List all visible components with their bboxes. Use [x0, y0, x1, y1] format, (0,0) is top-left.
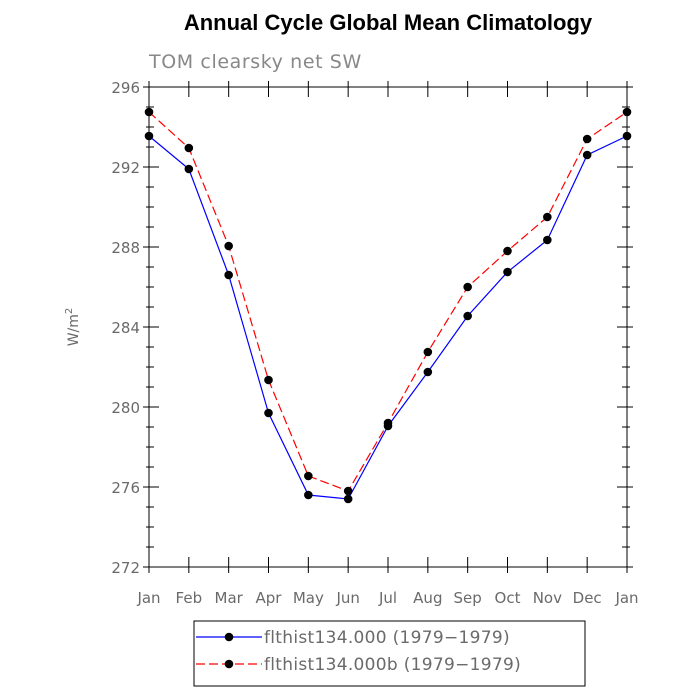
axis-ticks — [143, 81, 633, 573]
legend-items: flthist134.000 (1979−1979) flthist134.000… — [196, 628, 521, 675]
data-point-series-1 — [423, 367, 433, 377]
y-tick-label: 288 — [111, 239, 140, 257]
data-point-series-2 — [383, 418, 393, 428]
x-tick-label: Apr — [256, 589, 283, 607]
x-tick-label: Jan — [614, 589, 638, 607]
data-point-series-1 — [503, 267, 512, 277]
data-point-series-1 — [622, 131, 632, 141]
x-tick-label: Aug — [413, 589, 442, 607]
x-tick-label: Dec — [573, 589, 602, 607]
data-point-series-2 — [503, 246, 512, 256]
legend-label-2: flthist134.000b (1979−1979) — [264, 655, 521, 675]
data-point-series-1 — [304, 490, 313, 500]
data-point-series-2 — [304, 471, 313, 481]
plot-frame — [148, 86, 628, 568]
legend: flthist134.000 (1979−1979) flthist134.000… — [193, 620, 586, 687]
data-point-series-2 — [543, 212, 552, 222]
data-point-series-2 — [184, 143, 194, 153]
data-point-series-1 — [343, 494, 353, 504]
data-point-series-2 — [582, 134, 592, 144]
x-tick-label: Feb — [176, 589, 203, 607]
data-point-series-2 — [463, 282, 472, 292]
y-tick-labels: 272 276 280 284 288 292 296 — [111, 79, 140, 577]
data-point-series-1 — [463, 311, 472, 321]
legend-label-1: flthist134.000 (1979−1979) — [264, 628, 510, 648]
data-point-series-2 — [144, 107, 154, 117]
y-tick-label: 272 — [111, 559, 140, 577]
x-tick-label: Nov — [533, 589, 562, 607]
data-point-series-1 — [543, 235, 552, 245]
y-tick-label: 292 — [111, 159, 140, 177]
y-tick-label: 280 — [111, 399, 140, 417]
data-point-series-1 — [144, 131, 154, 141]
x-tick-label: Jul — [378, 589, 397, 607]
series-line-2 — [148, 111, 628, 492]
data-point-series-2 — [622, 107, 632, 117]
data-point-series-1 — [224, 270, 233, 280]
data-point-series-2 — [423, 347, 433, 357]
data-point-series-2 — [264, 375, 273, 385]
data-point-series-1 — [184, 164, 194, 174]
y-tick-label: 296 — [111, 79, 140, 97]
series-group — [144, 107, 632, 504]
legend-box — [193, 620, 586, 687]
data-point-series-2 — [224, 241, 233, 251]
x-tick-labels: Jan Feb Mar Apr May Jun Jul Aug Sep Oct Nov Dec Jan — [136, 589, 638, 607]
data-point-series-1 — [264, 408, 273, 418]
x-tick-label: May — [293, 589, 324, 607]
y-axis-label: W/m2 — [64, 308, 82, 347]
x-tick-label: Oct — [495, 589, 521, 607]
x-tick-label: Jun — [335, 589, 359, 607]
series-line-1 — [148, 135, 628, 500]
y-tick-label: 284 — [111, 319, 140, 337]
legend-marker-2 — [224, 659, 234, 669]
chart-subtitle: TOM clearsky net SW — [148, 51, 362, 73]
y-tick-label: 276 — [111, 479, 140, 497]
legend-marker-1 — [224, 632, 234, 642]
x-tick-label: Sep — [454, 589, 482, 607]
data-point-series-2 — [343, 486, 353, 496]
x-tick-label: Jan — [136, 589, 160, 607]
chart-title: Annual Cycle Global Mean Climatology — [184, 10, 593, 35]
data-point-series-1 — [582, 150, 592, 160]
x-tick-label: Mar — [215, 589, 244, 607]
